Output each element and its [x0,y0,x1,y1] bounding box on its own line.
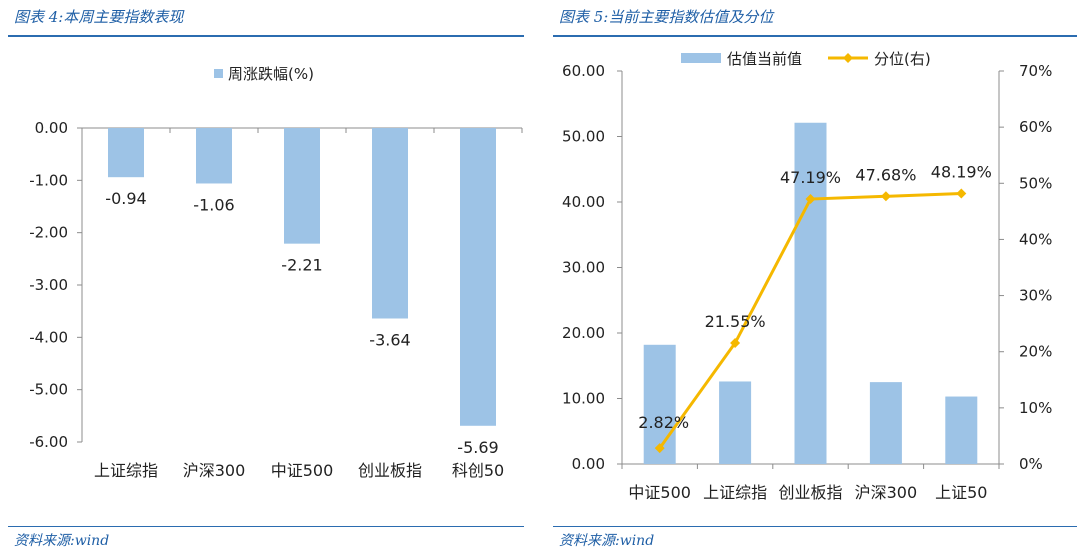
left-source-note: 资料来源:wind [14,533,110,549]
left-chart-title: 图表 4:本周主要指数表现 [14,8,184,26]
left-title-rule [8,35,524,37]
legend-label-line: 分位(右) [874,50,931,68]
bar [869,382,902,464]
category-label: 上证综指 [703,483,767,502]
line-point [654,443,665,454]
data-label: -1.06 [193,195,234,214]
category-label: 科创50 [452,461,504,480]
legend-swatch [214,69,223,78]
bar [945,396,978,464]
y2-tick-label: 20% [1019,343,1052,361]
right-panel: 图表 5:当前主要指数估值及分位 0.00 10.00 20.00 30.00 40.0… [545,0,1080,554]
right-source-note: 资料来源:wind [559,533,655,549]
y-tick-label: 20.00 [562,324,605,342]
y-tick-label: -1.00 [29,171,68,189]
category-label: 沪深300 [855,483,918,502]
line-data-label: 47.68% [855,165,916,184]
y-tick-label: -4.00 [29,328,68,346]
y-tick-label: 40.00 [562,193,605,211]
category-label: 创业板指 [778,483,842,502]
y-tick-label: -6.00 [29,433,68,451]
y-tick-label: 60.00 [562,62,605,80]
legend-swatch-bar [681,53,721,63]
category-label: 创业板指 [358,461,422,480]
line-data-label: 47.19% [780,168,841,187]
line-point [880,191,891,202]
bar [460,128,496,426]
y2-tick-label: 30% [1019,287,1052,305]
category-label: 沪深300 [183,461,246,480]
category-label: 上证综指 [94,461,158,480]
category-label: 中证500 [271,461,334,480]
line-data-label: 21.55% [705,312,766,331]
y2-tick-label: 60% [1019,118,1052,136]
bar [794,122,827,465]
data-label: -5.69 [457,438,498,457]
bar [196,128,232,184]
right-chart-title: 图表 5:当前主要指数估值及分位 [559,8,774,26]
y-tick-label: 10.00 [562,390,605,408]
y-tick-label: -2.00 [29,224,68,242]
valuation-combo-chart: 0.00 10.00 20.00 30.00 40.00 50.00 60.00 0% 10% 2… [562,50,1052,502]
line-data-label: 2.82% [638,413,689,432]
y-tick-label: -5.00 [29,381,68,399]
weekly-change-bar-chart: 0.00 -1.00 -2.00 -3.00 -4.00 -5.00 -6.00 -0.94 上… [29,65,523,480]
line-point [956,188,967,199]
data-label: -3.64 [369,330,410,349]
legend-label-bar: 估值当前值 [727,50,802,68]
y-tick-label: 50.00 [562,128,605,146]
y-tick-label: 30.00 [562,259,605,277]
line-point [730,338,741,349]
right-source-rule [553,526,1077,527]
left-panel: 图表 4:本周主要指数表现 0.00 -1.00 -2.00 -3.00 -4.00 -5… [0,0,530,554]
bar [719,381,752,464]
category-label: 中证500 [628,483,691,502]
legend-swatch-marker [843,53,853,63]
y2-tick-label: 10% [1019,399,1052,417]
data-label: -2.21 [281,256,322,275]
y-tick-label: 0.00 [35,119,68,137]
y2-tick-label: 50% [1019,174,1052,192]
category-label: 上证50 [935,483,987,502]
legend-label: 周涨跌幅(%) [228,65,314,83]
data-label: -0.94 [105,189,146,208]
line-point [805,194,816,205]
y2-tick-label: 0% [1019,455,1043,473]
left-source-rule [8,526,524,527]
y2-tick-label: 70% [1019,62,1052,80]
bar [372,128,408,319]
y2-tick-label: 40% [1019,230,1052,248]
right-title-rule [553,35,1077,37]
y-tick-label: 0.00 [572,455,605,473]
bar [108,128,144,178]
line-data-label: 48.19% [931,162,992,181]
y-tick-label: -3.00 [29,276,68,294]
bar [284,128,320,244]
